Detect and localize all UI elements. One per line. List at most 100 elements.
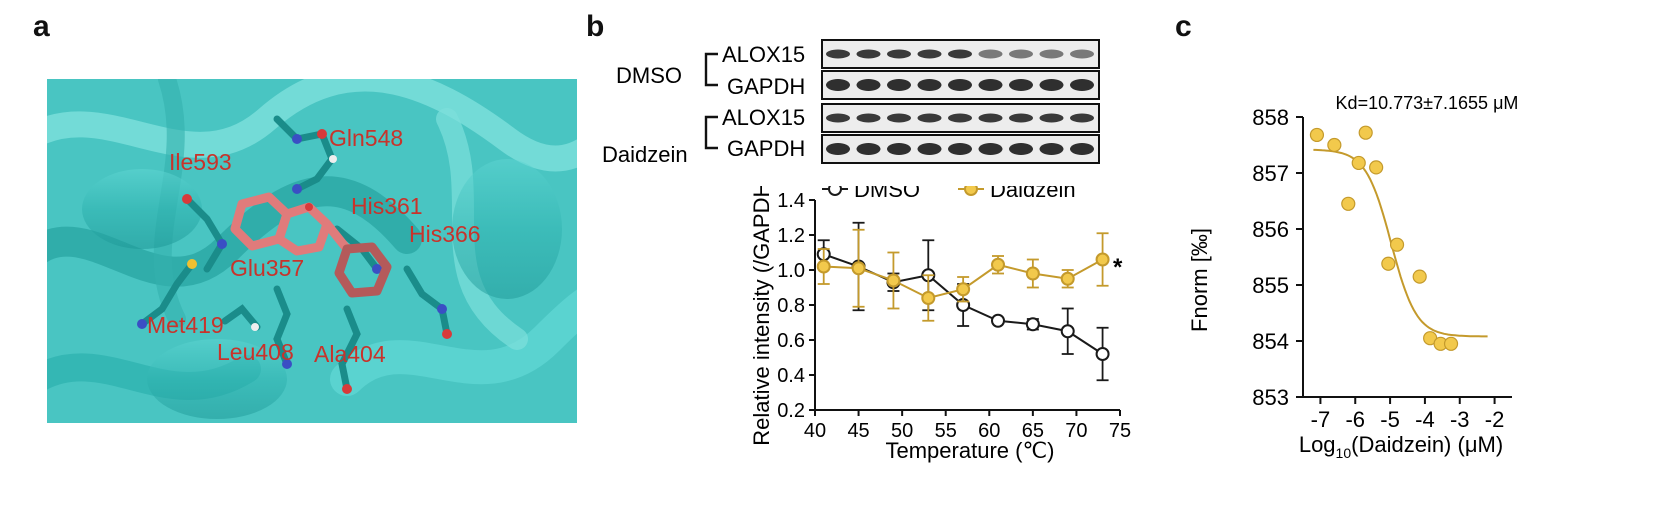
chart-c-xlabel: Log10(Daidzein) (μM) xyxy=(1299,432,1503,461)
point-daidzein xyxy=(956,282,971,297)
point-dmso xyxy=(1095,347,1110,361)
blot-group-dmso: DMSO xyxy=(616,63,682,88)
blot-band xyxy=(887,49,911,59)
blot-band xyxy=(856,79,881,91)
point-daidzein xyxy=(816,259,831,274)
data-point xyxy=(1341,196,1356,211)
chart-c-ytick-label: 856 xyxy=(1252,217,1289,242)
blot-band xyxy=(1009,143,1033,155)
chart-b-ylabel: Relative intensity (/GAPDH) xyxy=(749,186,774,446)
point-dmso xyxy=(1025,317,1040,332)
blot-band xyxy=(856,143,881,155)
chart-b-ytick-label: 0.6 xyxy=(777,330,805,352)
blot-band xyxy=(948,79,972,91)
data-point xyxy=(1381,256,1396,271)
residue-label-ala404: Ala404 xyxy=(314,341,386,367)
chart-b-ytick-label: 0.4 xyxy=(777,365,805,387)
chart-b-xtick-label: 45 xyxy=(847,420,869,442)
chart-b-legend: DMSO Daidzein xyxy=(822,186,1076,202)
point-daidzein xyxy=(886,273,901,288)
ligand xyxy=(230,192,392,298)
chart-c-xtick-label: -7 xyxy=(1311,407,1331,432)
blot-band xyxy=(856,49,881,59)
chart-c-ytick-label: 857 xyxy=(1252,161,1289,186)
legend-marker-dmso xyxy=(828,186,842,196)
docking-image: Gln548 Ile593 His361 His366 Glu357 Met41… xyxy=(47,79,577,423)
blot-band xyxy=(1070,113,1094,123)
blot-band xyxy=(1070,143,1094,155)
chart-b-xtick-label: 70 xyxy=(1065,420,1087,442)
chart-c-ytick-label: 853 xyxy=(1252,385,1289,410)
blot-band xyxy=(887,143,911,155)
legend-label-dmso: DMSO xyxy=(854,186,920,202)
blot-band xyxy=(978,79,1003,91)
blot-band xyxy=(1039,113,1064,123)
chart-c-ytick-label: 858 xyxy=(1252,105,1289,130)
blot-band xyxy=(887,113,911,123)
point-daidzein xyxy=(851,261,866,276)
chart-b-xtick-label: 65 xyxy=(1022,420,1044,442)
point-daidzein xyxy=(1095,252,1110,267)
point-daidzein xyxy=(1060,271,1075,286)
legend-label-daidzein: Daidzein xyxy=(990,186,1076,202)
blot-band xyxy=(826,113,850,123)
chart-c-ylabel: Fnorm [‰] xyxy=(1187,228,1212,332)
blot-band xyxy=(948,143,972,155)
chart-c-xtick-label: -6 xyxy=(1345,407,1365,432)
blot-band xyxy=(917,49,942,59)
blot-band xyxy=(978,113,1003,123)
blot-band-label-daidzein-gapdh: GAPDH xyxy=(727,136,805,161)
chart-c-title: Kd=10.773±7.1655 μM xyxy=(1336,93,1519,113)
residue-label-met419: Met419 xyxy=(147,312,224,338)
blot-band xyxy=(1009,113,1033,123)
chart-c: 853 854 855 856 857 858 -7 -6 -5 -4 -3 -2 Kd=10.773… xyxy=(1187,93,1519,461)
chart-b: 0.2 0.4 0.6 0.8 1.0 1.2 1.4 40 45 50 55 60 65 70 75 Te… xyxy=(749,186,1131,463)
bracket-daidzein xyxy=(704,115,718,150)
blot-band xyxy=(826,79,850,91)
panel-a-letter: a xyxy=(33,10,50,43)
data-point xyxy=(1327,137,1342,153)
chart-b-xtick-label: 40 xyxy=(804,420,826,442)
data-point xyxy=(1369,160,1384,175)
protein-ribbons xyxy=(47,79,577,419)
chart-b-xtick-label: 55 xyxy=(935,420,957,442)
blot-band xyxy=(917,113,942,123)
chart-c-ytick-label: 854 xyxy=(1252,329,1289,354)
data-point xyxy=(1358,125,1373,140)
blot-band xyxy=(1070,49,1094,59)
blot-band-label-dmso-gapdh: GAPDH xyxy=(727,74,805,99)
western-blot: DMSO Daidzein ALOX15 GAPDH ALOX15 GAPDH xyxy=(602,39,1100,167)
chart-b-ytick-label: 1.4 xyxy=(777,190,805,212)
data-point xyxy=(1389,237,1405,252)
chart-c-xtick-label: -3 xyxy=(1450,407,1470,432)
residue-label-glu357: Glu357 xyxy=(230,255,304,281)
blot-band-label-daidzein-alox15: ALOX15 xyxy=(722,105,805,130)
blot-group-daidzein: Daidzein xyxy=(602,142,688,167)
point-daidzein xyxy=(991,257,1005,272)
blot-band xyxy=(1039,79,1064,91)
residue-label-gln548: Gln548 xyxy=(329,125,403,151)
legend-marker-daidzein xyxy=(964,186,978,196)
blot-band xyxy=(826,49,850,59)
point-dmso xyxy=(991,313,1005,328)
chart-b-ytick-label: 1.2 xyxy=(777,225,805,247)
blot-band xyxy=(826,143,850,155)
panel-b-letter: b xyxy=(586,10,605,43)
blot-band-label-dmso-alox15: ALOX15 xyxy=(722,42,805,67)
data-point xyxy=(1351,155,1366,171)
point-daidzein xyxy=(921,291,936,305)
blot-band xyxy=(1039,49,1064,59)
chart-c-xtick-label: -5 xyxy=(1380,407,1400,432)
blot-band xyxy=(978,49,1003,59)
data-point xyxy=(1309,127,1325,143)
blot-band xyxy=(1009,49,1033,59)
data-point xyxy=(1443,336,1459,351)
bracket-dmso xyxy=(704,52,718,87)
point-daidzein xyxy=(1025,266,1040,281)
fit-curve xyxy=(1313,148,1488,338)
point-dmso xyxy=(1060,324,1075,339)
chart-c-xtick-label: -4 xyxy=(1415,407,1435,432)
residue-label-his361: His361 xyxy=(351,193,423,219)
chart-b-xtick-label: 60 xyxy=(978,420,1000,442)
residue-label-ile593: Ile593 xyxy=(169,149,232,175)
